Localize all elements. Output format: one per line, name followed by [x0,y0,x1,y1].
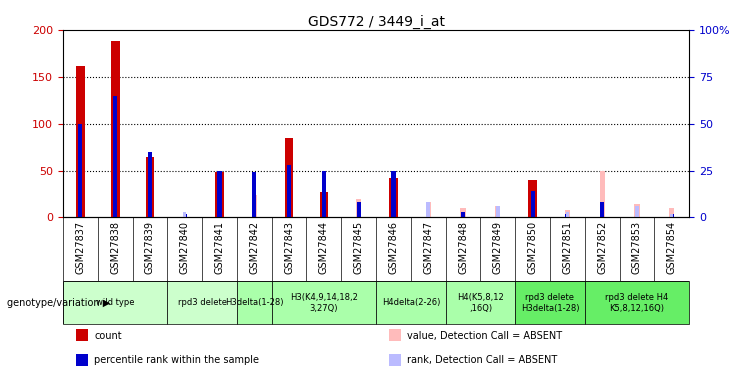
Bar [460,208,465,218]
Text: GSM27842: GSM27842 [249,220,259,274]
Bar [599,171,605,217]
Bar [148,152,152,217]
Text: GSM27839: GSM27839 [145,220,155,274]
Bar [76,66,84,218]
Text: rpd3 delete
H3delta(1-28): rpd3 delete H3delta(1-28) [521,293,579,312]
Bar [565,214,570,217]
Bar [461,212,465,217]
Bar [79,124,82,218]
Bar [285,138,293,218]
Text: rpd3 delete: rpd3 delete [178,298,227,307]
Bar [237,281,272,324]
Bar [391,171,396,217]
Bar [388,329,401,341]
Text: GSM27854: GSM27854 [667,220,677,274]
Bar [531,191,535,217]
Bar [495,206,500,218]
Bar [496,206,499,218]
Bar [565,210,570,218]
Text: rank, Detection Call = ABSENT: rank, Detection Call = ABSENT [408,355,558,365]
Text: GSM27852: GSM27852 [597,220,607,274]
Bar [356,199,362,217]
Bar [183,212,187,217]
Bar [635,208,639,218]
Text: GSM27837: GSM27837 [76,220,85,274]
Bar [252,195,257,217]
Text: GSM27841: GSM27841 [215,220,225,274]
Text: GSM27849: GSM27849 [493,220,503,274]
Bar [425,202,431,217]
Bar [217,171,222,217]
Bar [111,41,119,218]
Text: H3(K4,9,14,18,2
3,27Q): H3(K4,9,14,18,2 3,27Q) [290,293,358,312]
Bar [322,171,326,217]
Text: wild type: wild type [96,298,134,307]
Text: GSM27840: GSM27840 [180,220,190,274]
Text: percentile rank within the sample: percentile rank within the sample [94,355,259,365]
Bar [565,212,569,217]
Text: H3delta(1-28): H3delta(1-28) [225,298,284,307]
Bar [634,204,639,218]
Text: genotype/variation ▶: genotype/variation ▶ [7,298,110,308]
Text: H4(K5,8,12
,16Q): H4(K5,8,12 ,16Q) [457,293,504,312]
Bar [167,281,237,324]
Bar [585,281,689,324]
Bar [63,281,167,324]
Bar [272,281,376,324]
Text: GSM27845: GSM27845 [353,220,364,274]
Bar [76,329,88,341]
Bar [182,214,187,217]
Bar [670,214,674,217]
Bar [252,172,256,217]
Text: GSM27853: GSM27853 [632,220,642,274]
Bar [76,354,88,366]
Text: GSM27850: GSM27850 [528,220,537,274]
Bar [600,202,604,217]
Text: rpd3 delete H4
K5,8,12,16Q): rpd3 delete H4 K5,8,12,16Q) [605,293,668,312]
Bar [426,204,431,218]
Bar [145,157,154,218]
Bar [287,165,291,218]
Bar [515,281,585,324]
Title: GDS772 / 3449_i_at: GDS772 / 3449_i_at [308,15,445,29]
Text: GSM27844: GSM27844 [319,220,329,274]
Text: GSM27851: GSM27851 [562,220,572,274]
Text: value, Detection Call = ABSENT: value, Detection Call = ABSENT [408,331,562,340]
Text: GSM27838: GSM27838 [110,220,120,274]
Bar [445,281,515,324]
Bar [670,214,674,217]
Text: GSM27846: GSM27846 [388,220,399,274]
Bar [389,178,398,218]
Text: H4delta(2-26): H4delta(2-26) [382,298,440,307]
Bar [496,208,500,218]
Text: GSM27848: GSM27848 [458,220,468,274]
Bar [376,281,445,324]
Bar [215,172,224,217]
Text: GSM27847: GSM27847 [423,220,433,274]
Bar [528,180,537,218]
Bar [319,192,328,217]
Text: GSM27843: GSM27843 [284,220,294,274]
Bar [669,208,674,218]
Bar [635,206,639,218]
Bar [427,202,430,217]
Bar [388,354,401,366]
Bar [113,96,117,218]
Text: count: count [94,331,122,340]
Bar [356,202,361,217]
